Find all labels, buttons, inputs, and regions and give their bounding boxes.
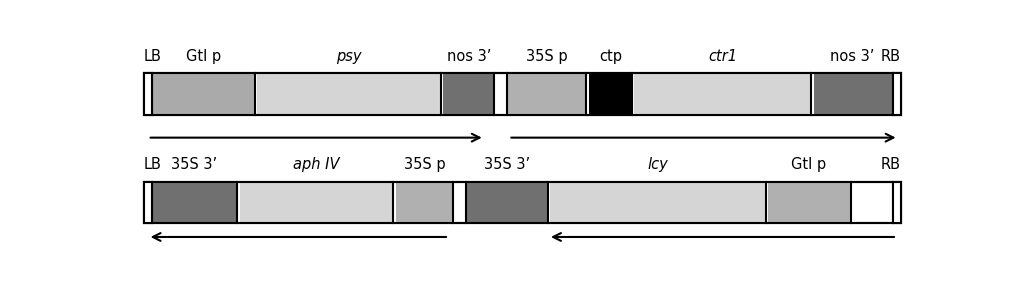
Text: 35S 3’: 35S 3’: [484, 157, 530, 172]
Text: Gtl p: Gtl p: [185, 49, 221, 64]
Bar: [151, 73, 255, 115]
Text: Gtl p: Gtl p: [792, 157, 827, 172]
Bar: [634, 73, 811, 115]
Text: 35S p: 35S p: [404, 157, 445, 172]
Bar: [506, 73, 586, 115]
Text: nos 3’: nos 3’: [447, 49, 491, 64]
Text: ctr1: ctr1: [708, 49, 737, 64]
Text: RB: RB: [881, 49, 901, 64]
Bar: [465, 182, 548, 223]
Bar: [893, 182, 901, 223]
Bar: [813, 73, 893, 115]
Bar: [143, 182, 901, 223]
Bar: [550, 182, 766, 223]
Bar: [588, 73, 632, 115]
Bar: [396, 182, 453, 223]
Bar: [143, 182, 901, 223]
Text: aph IV: aph IV: [294, 157, 340, 172]
Bar: [443, 73, 494, 115]
Bar: [143, 182, 151, 223]
Bar: [768, 182, 851, 223]
Bar: [143, 73, 901, 115]
Bar: [257, 73, 441, 115]
Bar: [143, 73, 901, 115]
Bar: [239, 182, 394, 223]
Text: RB: RB: [881, 157, 901, 172]
Text: lcy: lcy: [648, 157, 669, 172]
Text: psy: psy: [337, 49, 362, 64]
Text: nos 3’: nos 3’: [830, 49, 874, 64]
Text: 35S 3’: 35S 3’: [172, 157, 218, 172]
Bar: [151, 182, 237, 223]
Bar: [893, 73, 901, 115]
Bar: [143, 73, 151, 115]
Text: ctp: ctp: [599, 49, 622, 64]
Text: LB: LB: [143, 157, 162, 172]
Text: 35S p: 35S p: [526, 49, 568, 64]
Text: LB: LB: [143, 49, 162, 64]
